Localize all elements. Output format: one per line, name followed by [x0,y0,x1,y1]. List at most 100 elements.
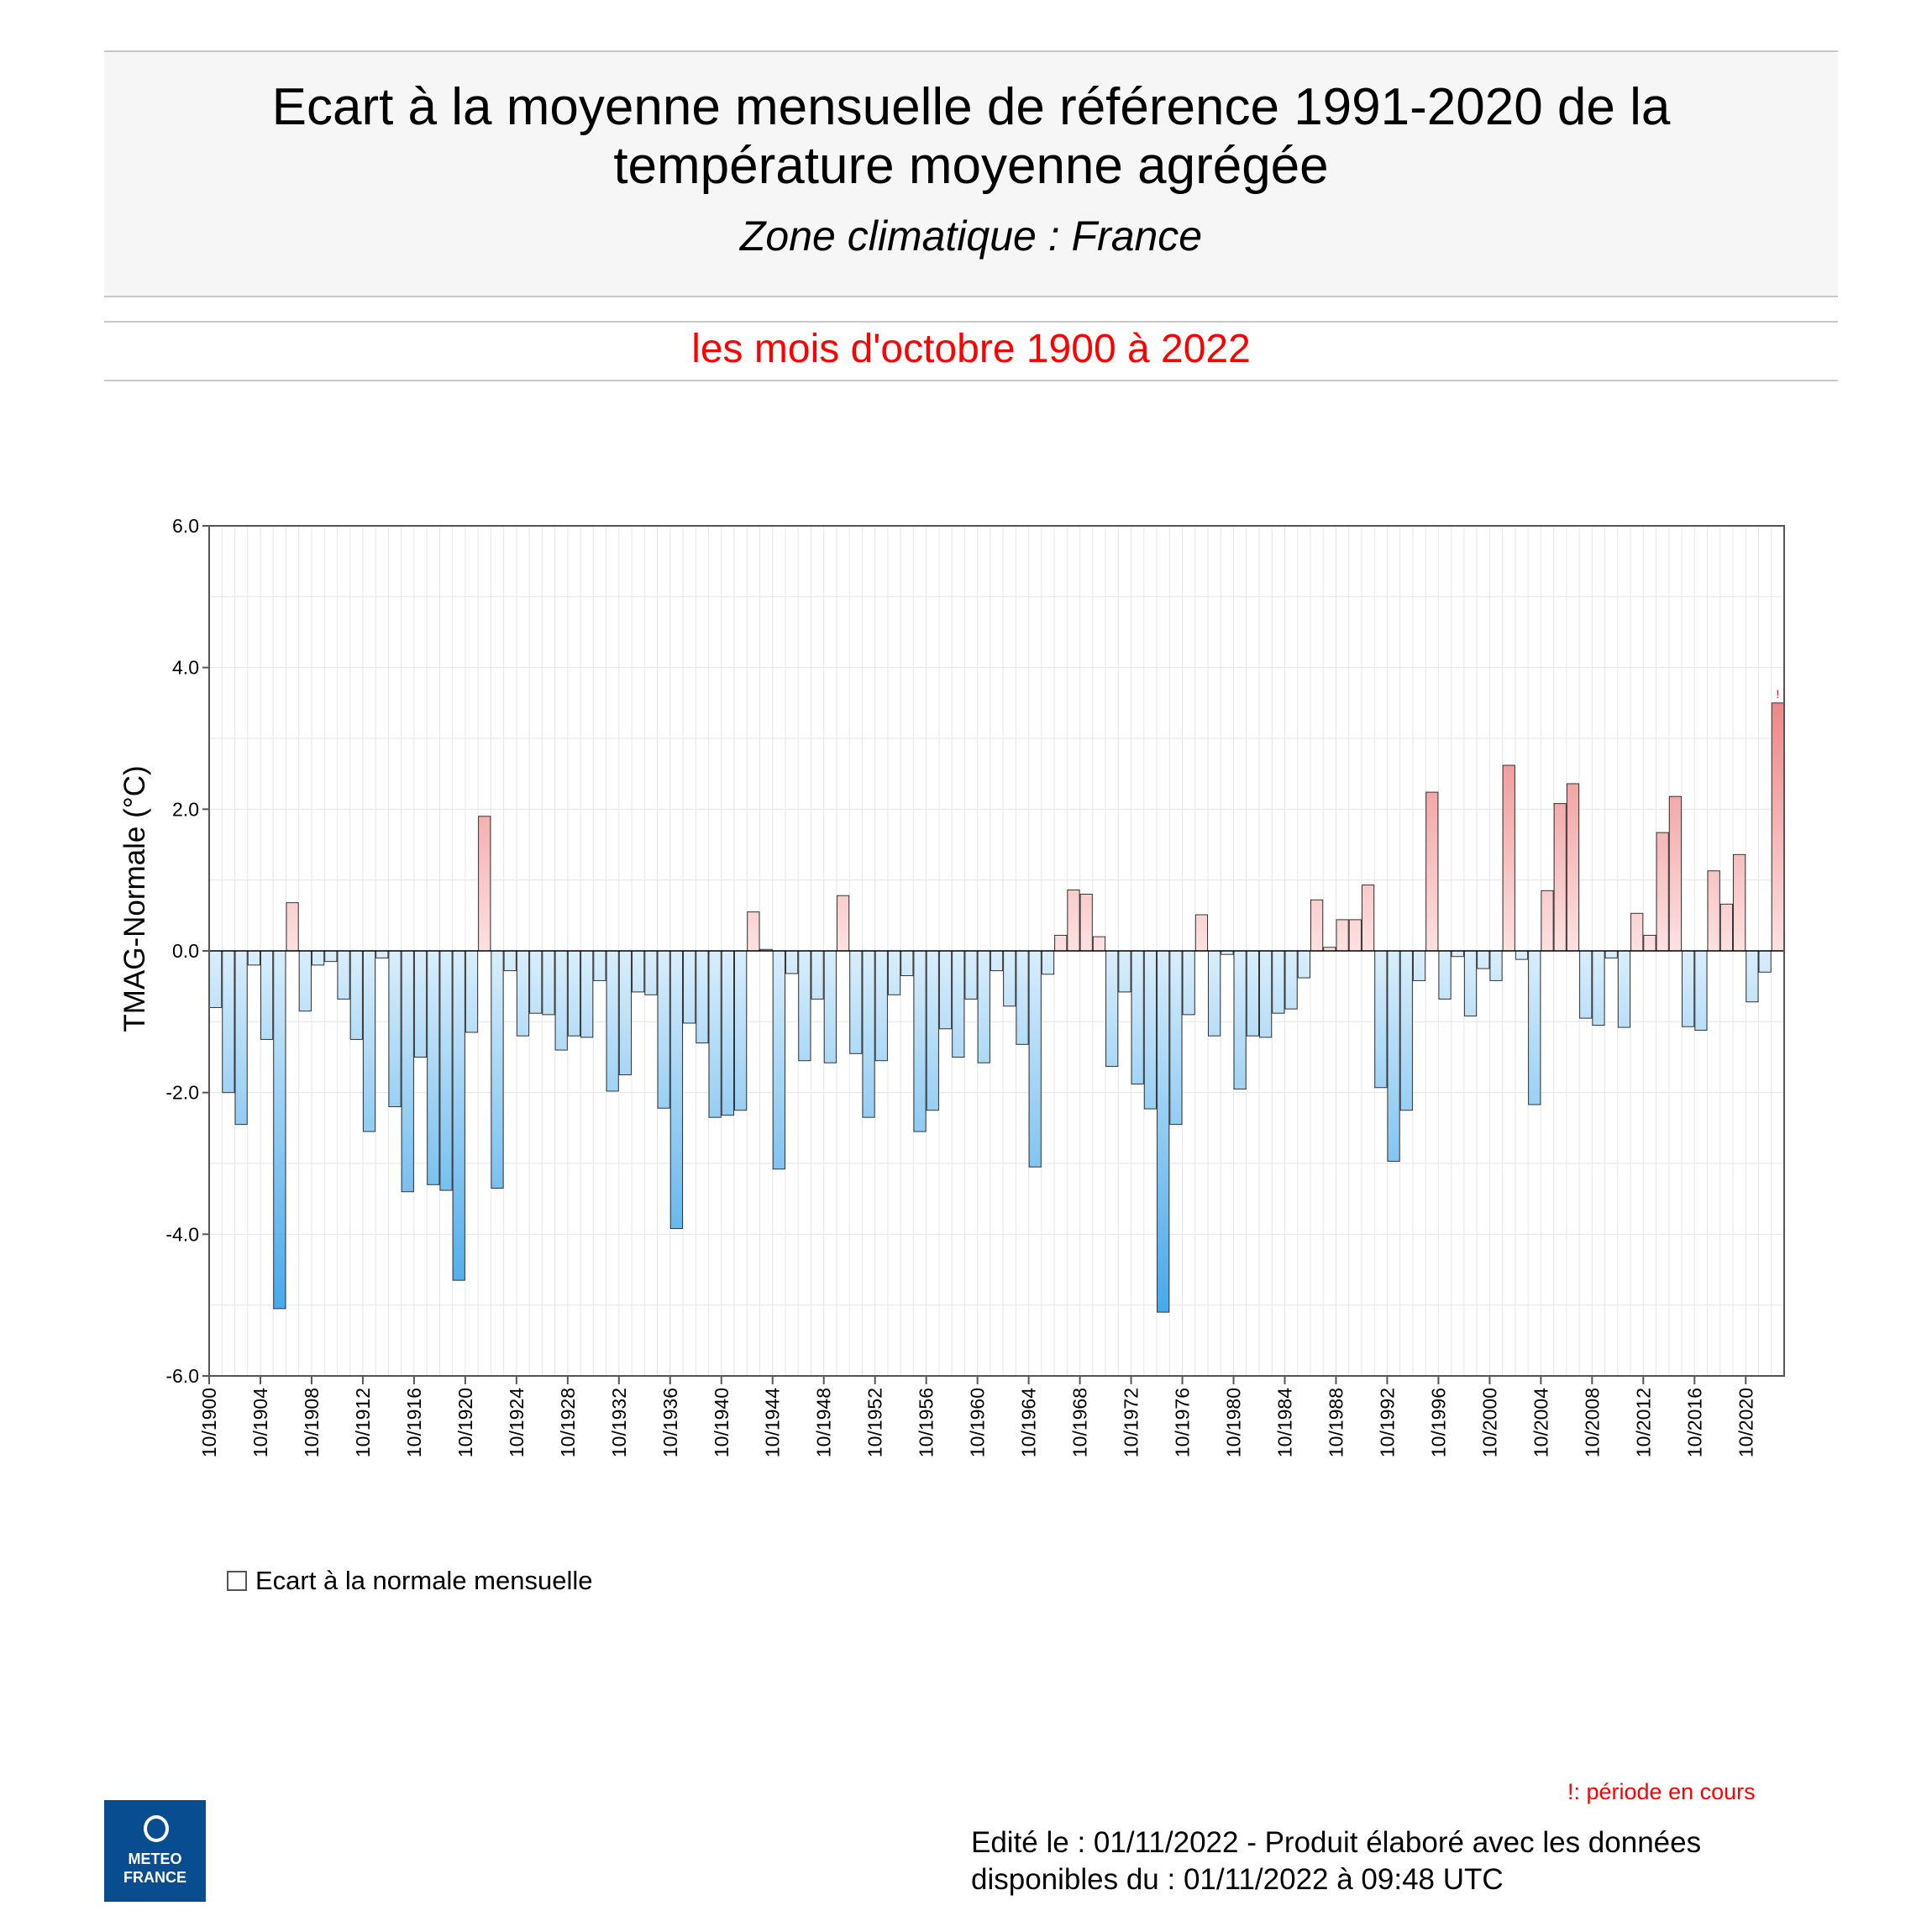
bar-1929 [580,950,594,1038]
x-tick-label: 10/1984 [1273,1388,1295,1457]
climate-zone-subtitle: Zone climatique : France [739,213,1203,260]
bar-1920 [465,950,479,1033]
x-tick-label: 10/1908 [301,1388,323,1457]
bar-1914 [388,950,402,1108]
bar-1902 [234,950,248,1126]
bar-1994 [1412,950,1426,981]
bar-1960 [977,950,990,1063]
bar-1932 [618,950,633,1076]
bar-1986 [1310,899,1324,952]
y-tick-label: 6.0 [172,515,199,537]
x-tick-label: 10/1980 [1223,1388,1245,1457]
y-tick-label: -2.0 [165,1082,199,1104]
period-subtitle: les mois d'octobre 1900 à 2022 [691,327,1251,371]
bar-1971 [1118,950,1131,993]
y-tick-label: -4.0 [165,1223,199,1245]
x-tick-label: 10/1932 [608,1388,630,1457]
bar-1918 [439,950,453,1191]
x-tick-label: 10/1960 [967,1388,989,1457]
y-tick-label: 0.0 [172,940,199,962]
bar-1998 [1463,950,1478,1017]
bar-1916 [413,950,428,1058]
bar-1992 [1387,950,1400,1162]
bar-1938 [696,950,709,1044]
x-tick-label: 10/2008 [1581,1388,1603,1457]
bar-1900 [209,950,223,1008]
bar-1904 [260,950,274,1040]
x-tick-label: 10/1904 [249,1388,271,1457]
x-tick-label: 10/1972 [1121,1388,1142,1457]
bar-1990 [1361,885,1375,952]
bar-1972 [1131,950,1144,1085]
bar-1981 [1246,950,1260,1037]
y-axis: 6.0 4.0 2.0 0.0 -2.0 -4.0 -6.0 [165,515,209,1387]
bar-1930 [593,950,606,981]
bar-1989 [1348,919,1362,952]
x-tick-label: 10/1916 [403,1388,425,1457]
bar-2005 [1553,803,1567,952]
bar-1984 [1284,950,1298,1010]
x-tick-label: 10/1964 [1018,1388,1040,1457]
bar-2020 [1746,950,1759,1003]
bar-2002 [1515,950,1529,960]
bar-1961 [990,950,1004,972]
y-tick-label: 2.0 [172,798,199,820]
x-tick-label: 10/1900 [198,1388,220,1457]
x-tick-label: 10/1928 [557,1388,579,1457]
bar-1923 [503,950,517,972]
x-tick-label: 10/1992 [1376,1388,1398,1457]
bar-1939 [708,950,722,1118]
bar-1954 [900,950,914,977]
bar-1964 [1028,950,1042,1168]
bar-1993 [1399,950,1413,1111]
bar-1910 [337,950,350,1000]
bar-1999 [1477,950,1490,969]
meteo-france-logo: METEO FRANCE [104,1800,206,1902]
current-period-marker: ! [1776,687,1779,701]
legend-label: Ecart à la normale mensuelle [255,1566,593,1595]
bar-1946 [798,950,811,1062]
bar-1908 [311,950,325,966]
logo-emblem-icon [144,1815,169,1842]
bar-1948 [823,950,837,1063]
bar-2004 [1541,890,1554,952]
bar-1958 [952,950,965,1058]
bar-1988 [1336,919,1349,952]
x-tick-label: 10/1912 [352,1388,374,1457]
bar-2009 [1604,950,1618,958]
logo-text-line1: METEO [128,1851,182,1867]
x-tick-label: 10/1956 [916,1388,937,1457]
bar-1925 [529,950,543,1014]
bar-1965 [1041,950,1055,975]
x-tick-label: 10/2012 [1632,1388,1654,1457]
bar-2000 [1489,950,1503,981]
bar-1978 [1208,950,1221,1037]
current-period-note: !: période en cours [1567,1779,1756,1804]
bar-1922 [491,950,504,1189]
bar-1935 [657,950,670,1109]
bar-1917 [427,950,440,1185]
y-tick-label: 4.0 [172,657,199,679]
bar-1941 [734,950,748,1111]
bar-1950 [849,950,863,1054]
legend-swatch [227,1571,247,1591]
bar-1983 [1272,950,1285,1014]
bar-1959 [964,950,978,1000]
bar-1924 [516,950,530,1037]
bar-1951 [862,950,875,1118]
chart-title-line2: température moyenne agrégée [613,137,1329,195]
bar-2011 [1630,912,1644,952]
logo-text-line2: FRANCE [123,1869,186,1886]
legend: Ecart à la normale mensuelle [227,1566,592,1596]
bar-2003 [1528,950,1541,1105]
bar-1903 [247,950,260,966]
bar-1901 [222,950,235,1094]
edition-line2: disponibles du : 01/11/2022 à 09:48 UTC [971,1863,1504,1896]
bar-1952 [874,950,888,1062]
y-axis-label: TMAG-Normale (°C) [118,765,151,1032]
bar-1937 [683,950,696,1024]
x-tick-label: 10/1988 [1325,1388,1347,1457]
bar-1926 [542,950,555,1016]
bar-2001 [1502,764,1515,952]
bar-1969 [1092,936,1106,952]
